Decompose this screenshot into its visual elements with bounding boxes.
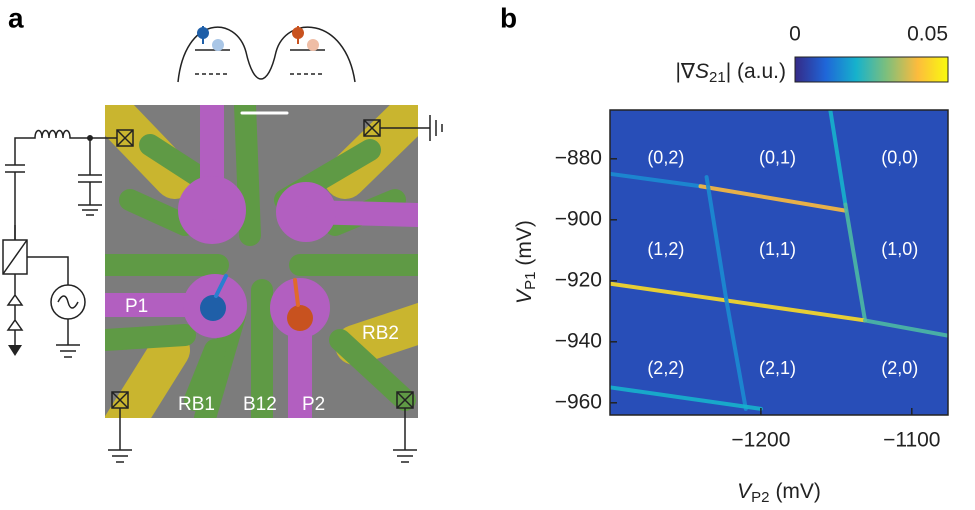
x-axis-label: VP2 (mV) [737, 480, 821, 505]
y-tick-label: −880 [555, 146, 602, 169]
charge-state-label: (1,1) [759, 239, 796, 259]
transition-line [843, 202, 868, 323]
x-tick-label: −1200 [731, 429, 790, 452]
gate-label: B12 [243, 394, 277, 415]
charge-state-label: (2,2) [647, 358, 684, 378]
colorbar-label: |∇S21| (a.u.) [675, 60, 786, 86]
plot-area [609, 109, 949, 416]
charge-state-label: (0,1) [759, 148, 796, 168]
device-image [105, 105, 418, 418]
panel-label: a [8, 2, 24, 33]
y-axis-label: VP1 (mV) [513, 220, 539, 304]
label-part: |∇ [675, 60, 695, 83]
label-symbol: S [695, 60, 709, 83]
circuit [2, 115, 443, 463]
double-well [177, 26, 356, 83]
transition-line [698, 184, 848, 213]
transition-line [724, 297, 748, 411]
gate-label: RB1 [178, 394, 215, 415]
transition-line [610, 385, 763, 411]
transition-line [610, 172, 703, 189]
charge-state-label: (2,1) [759, 358, 796, 378]
label-symbol: V [513, 288, 536, 304]
transition-line [610, 281, 868, 323]
plot-frame [609, 109, 949, 416]
gate-label: RB2 [362, 323, 399, 344]
colorbar [794, 56, 949, 83]
label-part: | (a.u.) [726, 60, 786, 83]
charge-state-label: (1,2) [647, 239, 684, 259]
charge-state-label: (2,0) [881, 358, 918, 378]
y-tick-label: −940 [555, 329, 602, 352]
transition-line [828, 110, 848, 207]
x-tick-label: −1100 [883, 429, 940, 452]
label-symbol: V [737, 480, 753, 503]
charge-state-label: (1,0) [881, 239, 918, 259]
charge-state-label: (0,0) [881, 148, 918, 168]
y-tick-label: −900 [555, 207, 602, 230]
panel-label: b [500, 2, 517, 33]
colorbar-tick-label: 0.05 [907, 23, 948, 46]
gate-label: P2 [302, 394, 325, 415]
label-unit: (mV) [775, 480, 821, 503]
transition-line [704, 175, 729, 302]
gate-label: P1 [125, 296, 148, 317]
label-subscript: P2 [751, 489, 769, 505]
label-subscript: 21 [709, 69, 726, 86]
label-subscript: P1 [522, 272, 539, 290]
y-tick-label: −960 [555, 390, 602, 413]
heatmap-background [610, 110, 948, 415]
label-unit: (mV) [513, 220, 536, 266]
colorbar-tick-label: 0 [789, 23, 801, 46]
charge-state-label: (0,2) [647, 148, 684, 168]
y-tick-label: −920 [555, 268, 602, 291]
transition-line [863, 318, 948, 338]
